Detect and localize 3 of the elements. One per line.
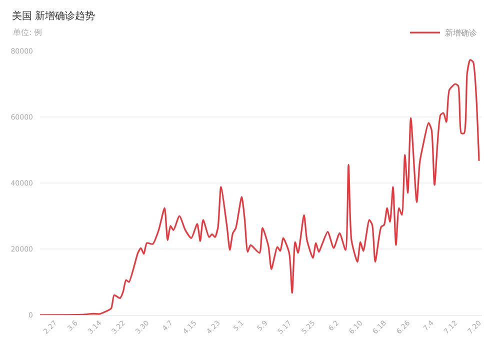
legend-label: 新增确诊 — [445, 28, 477, 38]
chart-title: 美国 新增确诊趋势 — [12, 10, 96, 22]
chart-subtitle: 单位: 例 — [13, 28, 42, 37]
